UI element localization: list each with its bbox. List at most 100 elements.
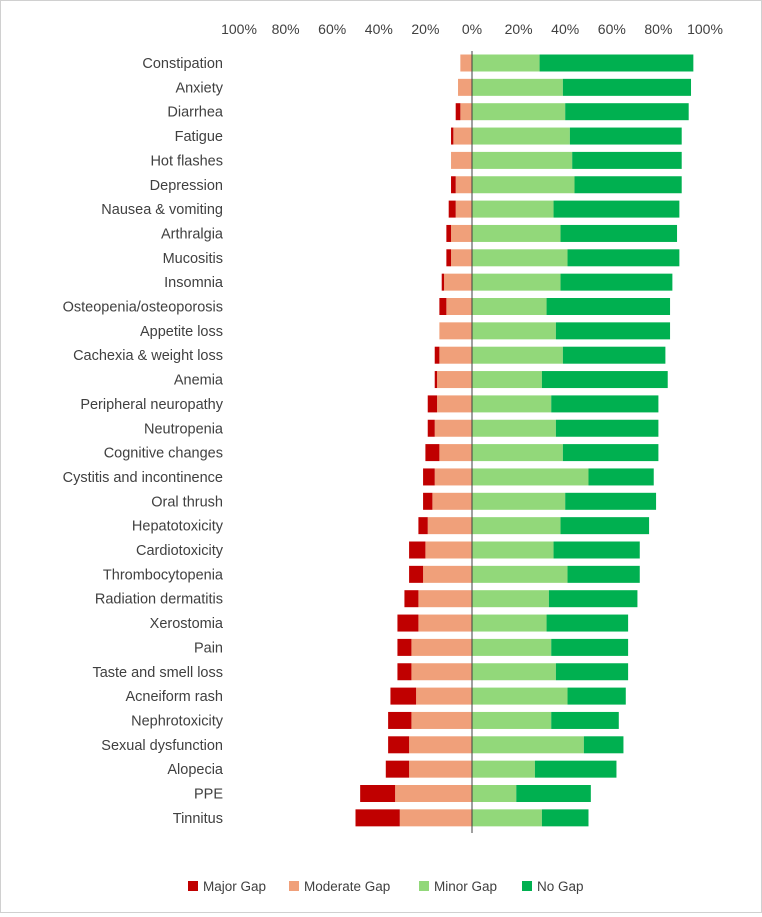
bar-major-gap (409, 541, 426, 559)
bar-moderate-gap (437, 371, 472, 389)
bar-major-gap (434, 346, 440, 364)
bar-minor-gap (472, 565, 568, 583)
bar-minor-gap (472, 78, 563, 96)
bar-no-gap (562, 444, 659, 462)
bar-no-gap (553, 541, 640, 559)
bar-moderate-gap (455, 176, 472, 194)
bar-minor-gap (472, 54, 540, 72)
bar-no-gap (551, 638, 629, 656)
bar-minor-gap (472, 444, 563, 462)
bar-no-gap (555, 322, 671, 340)
bar-major-gap (397, 614, 419, 632)
category-label: Hepatotoxicity (132, 519, 224, 535)
bar-minor-gap (472, 371, 542, 389)
bar-major-gap (418, 517, 428, 535)
bar-major-gap (434, 371, 438, 389)
bar-moderate-gap (423, 565, 472, 583)
bar-no-gap (539, 54, 694, 72)
x-axis-ticks: 100% 80% 60% 40% 20% 0% 20% 40% 60% 80% 100% (221, 21, 723, 37)
category-label: Insomnia (164, 275, 224, 291)
bar-moderate-gap (460, 54, 472, 72)
bar-minor-gap (472, 541, 554, 559)
bar-no-gap (560, 517, 650, 535)
bar-major-gap (423, 492, 433, 510)
category-label: Cystitis and incontinence (63, 470, 223, 486)
bar-no-gap (551, 395, 659, 413)
bar-moderate-gap (432, 492, 472, 510)
bar-minor-gap (472, 273, 561, 291)
bar-minor-gap (472, 151, 573, 169)
category-label: Acneiform rash (125, 689, 223, 705)
bar-minor-gap (472, 517, 561, 535)
bar-minor-gap (472, 395, 552, 413)
bar-no-gap (567, 249, 680, 267)
category-label: Diarrhea (167, 105, 224, 121)
legend-swatch (289, 881, 299, 891)
bar-no-gap (541, 371, 668, 389)
bar-major-gap (390, 687, 417, 705)
bar-no-gap (541, 809, 589, 827)
category-label: Arthralgia (161, 226, 224, 242)
bar-moderate-gap (455, 200, 472, 218)
bar-moderate-gap (434, 468, 472, 486)
bar-no-gap (553, 200, 680, 218)
bar-major-gap (455, 103, 461, 121)
bar-no-gap (548, 590, 638, 608)
bar-no-gap (567, 687, 626, 705)
bar-moderate-gap (460, 103, 472, 121)
bar-minor-gap (472, 809, 542, 827)
bar-major-gap (446, 224, 452, 242)
bar-moderate-gap (439, 322, 472, 340)
bar-moderate-gap (453, 127, 472, 145)
bar-major-gap (388, 711, 412, 729)
bar-major-gap (439, 298, 447, 315)
category-label: Tinnitus (173, 811, 223, 827)
bar-moderate-gap (446, 298, 472, 315)
legend-swatch (522, 881, 532, 891)
category-label: Appetite loss (140, 324, 223, 340)
bar-no-gap (555, 419, 659, 437)
bar-no-gap (551, 711, 619, 729)
bar-major-gap (423, 468, 435, 486)
category-label: Cardiotoxicity (136, 543, 224, 559)
legend-label: Moderate Gap (304, 879, 390, 894)
bar-no-gap (534, 760, 617, 778)
x-tick-label: 40% (365, 21, 393, 37)
category-label: Anemia (174, 373, 224, 389)
category-label: PPE (194, 787, 223, 803)
bar-no-gap (567, 565, 640, 583)
bar-minor-gap (472, 785, 517, 802)
bar-no-gap (565, 103, 689, 121)
bar-moderate-gap (425, 541, 472, 559)
bar-major-gap (404, 590, 419, 608)
bar-major-gap (388, 736, 410, 754)
bar-major-gap (385, 760, 410, 778)
category-label: Pain (194, 640, 223, 656)
bar-major-gap (446, 249, 452, 267)
bar-no-gap (555, 663, 629, 681)
x-tick-label: 0% (462, 21, 482, 37)
bar-moderate-gap (418, 590, 472, 608)
bar-minor-gap (472, 492, 566, 510)
bar-minor-gap (472, 590, 549, 608)
bar-moderate-gap (395, 785, 472, 802)
category-label: Alopecia (167, 762, 224, 778)
bar-no-gap (569, 127, 682, 145)
category-label: Xerostomia (150, 616, 224, 632)
bar-minor-gap (472, 224, 561, 242)
category-label: Hot flashes (150, 153, 223, 169)
bar-moderate-gap (444, 273, 472, 291)
x-tick-label: 20% (505, 21, 533, 37)
bar-minor-gap (472, 419, 556, 437)
x-tick-label: 60% (318, 21, 346, 37)
bar-no-gap (560, 224, 678, 242)
bar-moderate-gap (451, 151, 472, 169)
bar-no-gap (562, 346, 666, 364)
category-label: Neutropenia (144, 421, 224, 437)
bar-minor-gap (472, 711, 552, 729)
bar-minor-gap (472, 468, 589, 486)
category-label: Radiation dermatitis (95, 592, 223, 608)
bar-moderate-gap (451, 224, 472, 242)
bar-minor-gap (472, 638, 552, 656)
